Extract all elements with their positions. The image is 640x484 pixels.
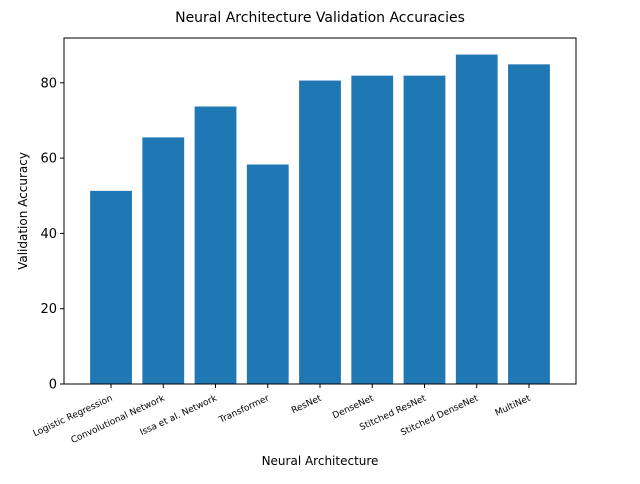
y-tick-label: 20: [40, 302, 57, 317]
y-axis: 0 20 40 60 80: [40, 76, 64, 393]
y-tick-label: 80: [40, 76, 57, 91]
y-tick-label: 60: [40, 152, 57, 167]
bar-stitched-densenet: [455, 54, 498, 384]
bar-multinet: [508, 64, 550, 384]
bar-densenet: [351, 75, 394, 385]
bar-issa-et-al-network: [194, 106, 237, 385]
bar-logistic-regression: [90, 190, 132, 384]
y-axis-label: Validation Accuracy: [16, 152, 30, 270]
bar-resnet: [299, 80, 341, 384]
y-tick-label: 40: [40, 227, 57, 242]
bar-transformer: [246, 164, 289, 384]
chart-title: Neural Architecture Validation Accuracie…: [175, 10, 465, 26]
x-axis-label: Neural Architecture: [262, 454, 379, 468]
plot-frame: [63, 37, 577, 385]
y-tick-label: 0: [49, 378, 57, 393]
bar-group: [90, 54, 550, 385]
bar-stitched-resnet: [403, 75, 446, 385]
bar-convolutional-network: [142, 137, 185, 384]
